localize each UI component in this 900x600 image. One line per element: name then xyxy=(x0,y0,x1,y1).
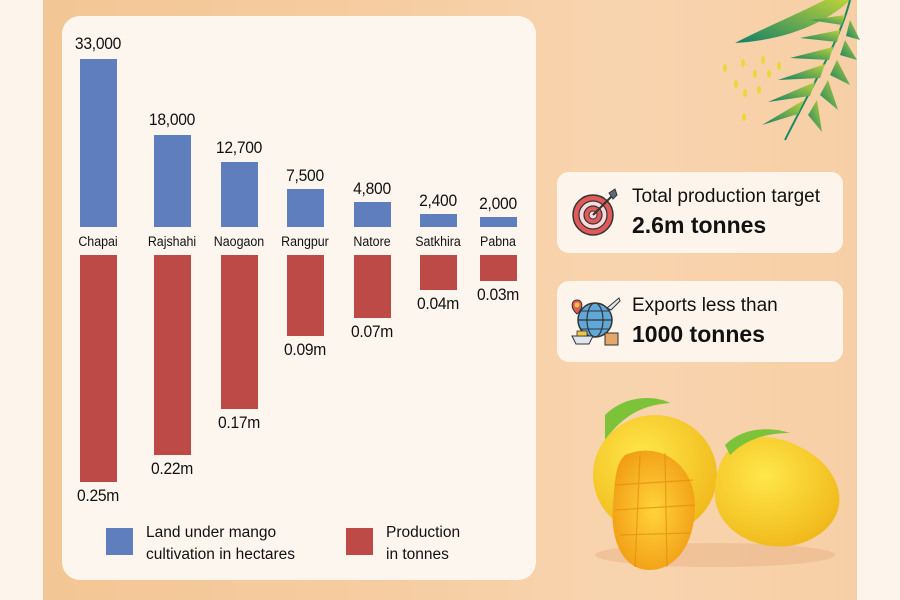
card-value: 1000 tonnes xyxy=(632,321,765,347)
category-label: Pabna xyxy=(480,234,516,249)
mango-illustration xyxy=(593,398,840,570)
production-value-label: 0.03m xyxy=(476,285,520,304)
land-bar-naogaon xyxy=(221,162,258,227)
land-value-label: 12,700 xyxy=(215,138,263,157)
production-value-label: 0.07m xyxy=(350,322,394,341)
chart-panel: 33,000 18,000 12,700 7,500 4,800 2,400 2… xyxy=(62,16,536,580)
category-label: Satkhira xyxy=(415,234,461,249)
land-bar-rangpur xyxy=(287,189,324,227)
production-value-label: 0.17m xyxy=(217,413,261,432)
land-bar-chapai xyxy=(80,59,117,227)
exports-card: Exports less than 1000 tonnes xyxy=(557,281,843,362)
global-export-icon xyxy=(571,297,621,346)
land-value-label: 18,000 xyxy=(148,110,196,129)
category-label: Naogaon xyxy=(213,234,265,249)
production-bar-naogaon xyxy=(221,255,258,409)
legend-swatch-land xyxy=(106,528,133,555)
legend-label-production: Production in tonnes xyxy=(386,524,461,563)
production-bar-natore xyxy=(354,255,391,318)
production-value-label: 0.04m xyxy=(416,294,460,313)
land-bar-satkhira xyxy=(420,214,457,227)
land-value-label: 33,000 xyxy=(74,34,122,53)
target-icon xyxy=(572,188,618,236)
land-value-label: 4,800 xyxy=(353,179,391,198)
category-label: Chapai xyxy=(78,234,118,249)
production-bar-pabna xyxy=(480,255,517,281)
palm-leaves-illustration xyxy=(723,0,860,141)
land-bar-pabna xyxy=(480,217,517,227)
legend-swatch-production xyxy=(346,528,373,555)
production-value-label: 0.22m xyxy=(150,459,194,478)
category-label: Rajshahi xyxy=(147,234,197,249)
production-bar-rangpur xyxy=(287,255,324,336)
land-bar-rajshahi xyxy=(154,135,191,227)
category-label: Rangpur xyxy=(281,234,329,249)
production-bar-satkhira xyxy=(420,255,457,290)
category-label: Natore xyxy=(353,234,391,249)
production-target-card: Total production target 2.6m tonnes xyxy=(557,172,843,253)
land-value-label: 2,000 xyxy=(479,194,517,213)
production-value-label: 0.25m xyxy=(76,486,120,505)
land-bar-natore xyxy=(354,202,391,227)
production-value-label: 0.09m xyxy=(283,340,327,359)
land-value-label: 7,500 xyxy=(286,166,324,185)
legend-label-land: Land under mango cultivation in hectares xyxy=(146,524,296,563)
card-label: Exports less than xyxy=(632,295,778,316)
card-value: 2.6m tonnes xyxy=(632,212,767,238)
production-bar-chapai xyxy=(80,255,117,482)
production-bar-rajshahi xyxy=(154,255,191,455)
land-value-label: 2,400 xyxy=(419,191,457,210)
card-label: Total production target xyxy=(632,186,821,207)
